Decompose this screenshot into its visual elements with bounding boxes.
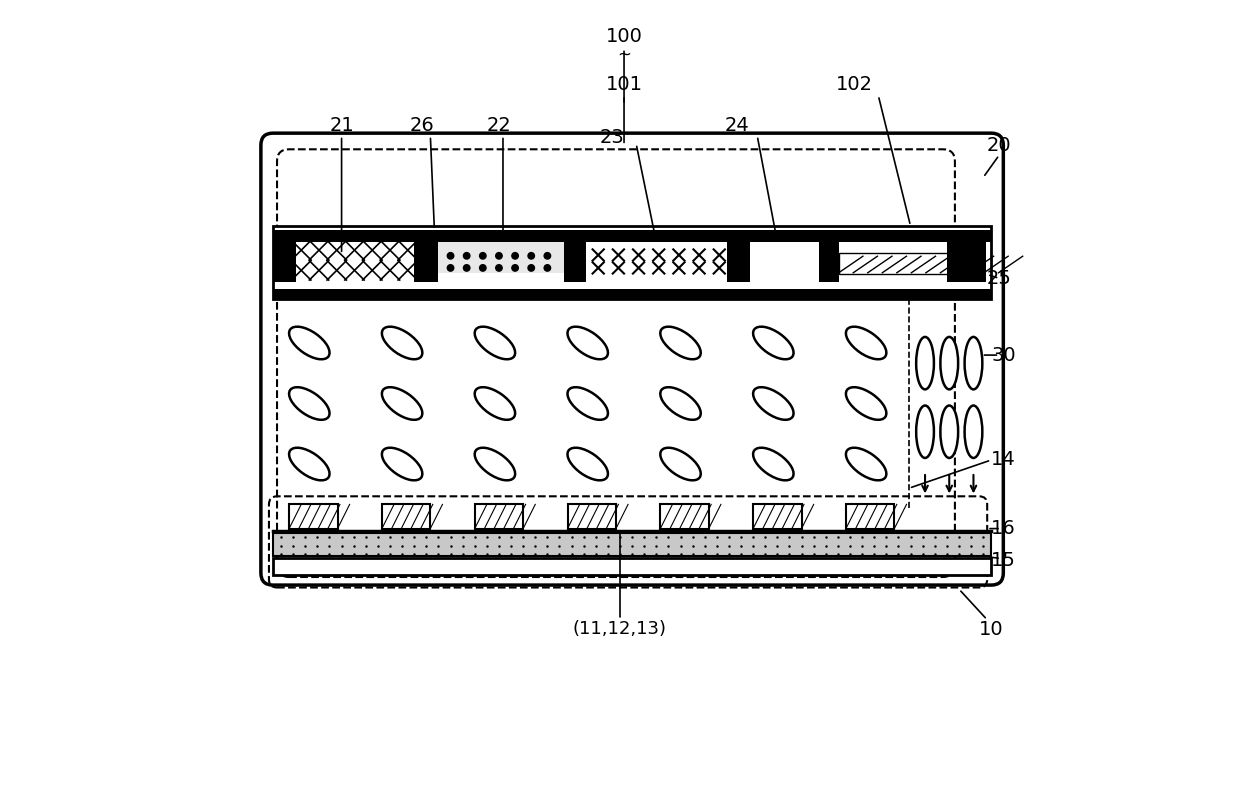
Ellipse shape xyxy=(753,387,794,420)
Ellipse shape xyxy=(846,448,887,480)
Bar xyxy=(475,504,523,529)
Circle shape xyxy=(480,265,486,271)
Bar xyxy=(273,242,295,282)
Circle shape xyxy=(448,253,454,259)
Ellipse shape xyxy=(916,337,934,390)
Bar xyxy=(818,242,838,282)
Ellipse shape xyxy=(753,327,794,359)
Bar xyxy=(838,253,980,274)
Text: 25: 25 xyxy=(987,269,1012,288)
Text: (11,12,13): (11,12,13) xyxy=(573,621,667,638)
Bar xyxy=(293,242,414,273)
Ellipse shape xyxy=(965,405,982,458)
Bar xyxy=(587,242,728,273)
Ellipse shape xyxy=(289,387,330,420)
Circle shape xyxy=(480,253,486,259)
Ellipse shape xyxy=(382,387,423,420)
Text: 10: 10 xyxy=(978,620,1003,639)
Circle shape xyxy=(544,265,551,271)
Bar xyxy=(289,504,337,529)
Text: ~: ~ xyxy=(618,45,631,63)
Circle shape xyxy=(544,253,551,259)
Bar xyxy=(846,504,894,529)
Bar xyxy=(273,230,991,242)
Text: 15: 15 xyxy=(991,551,1016,571)
Bar xyxy=(753,504,801,529)
Bar xyxy=(273,289,991,299)
Ellipse shape xyxy=(660,387,701,420)
Ellipse shape xyxy=(846,327,887,359)
Ellipse shape xyxy=(846,387,887,420)
Text: 24: 24 xyxy=(724,115,749,135)
Circle shape xyxy=(448,265,454,271)
Bar xyxy=(728,242,750,282)
Bar xyxy=(382,504,430,529)
Text: 102: 102 xyxy=(836,75,873,94)
Text: 101: 101 xyxy=(605,75,642,94)
Text: 22: 22 xyxy=(486,115,511,135)
Circle shape xyxy=(496,265,502,271)
Text: 30: 30 xyxy=(991,345,1016,365)
Circle shape xyxy=(464,253,470,259)
Ellipse shape xyxy=(660,327,701,359)
Ellipse shape xyxy=(916,405,934,458)
Ellipse shape xyxy=(753,448,794,480)
Circle shape xyxy=(512,253,518,259)
Ellipse shape xyxy=(568,387,608,420)
Bar xyxy=(273,533,991,556)
Ellipse shape xyxy=(289,448,330,480)
Ellipse shape xyxy=(475,387,515,420)
Ellipse shape xyxy=(289,327,330,359)
Text: 16: 16 xyxy=(991,519,1016,538)
Text: 14: 14 xyxy=(991,450,1016,470)
Circle shape xyxy=(496,253,502,259)
Circle shape xyxy=(528,253,534,259)
Circle shape xyxy=(464,265,470,271)
Bar xyxy=(563,242,587,282)
Ellipse shape xyxy=(475,448,515,480)
Circle shape xyxy=(528,265,534,271)
Bar xyxy=(750,242,818,273)
Bar xyxy=(661,504,709,529)
Ellipse shape xyxy=(940,405,959,458)
Bar xyxy=(439,242,563,273)
Text: 100: 100 xyxy=(605,27,642,46)
Bar xyxy=(568,504,616,529)
Bar xyxy=(273,226,991,299)
Bar xyxy=(947,242,986,282)
Ellipse shape xyxy=(475,327,515,359)
Text: 26: 26 xyxy=(410,115,435,135)
Ellipse shape xyxy=(568,448,608,480)
Ellipse shape xyxy=(940,337,959,390)
Ellipse shape xyxy=(568,327,608,359)
Ellipse shape xyxy=(382,448,423,480)
Ellipse shape xyxy=(660,448,701,480)
Bar xyxy=(414,242,439,282)
Text: 20: 20 xyxy=(987,136,1012,155)
Bar xyxy=(838,247,980,273)
Ellipse shape xyxy=(382,327,423,359)
Bar xyxy=(273,558,991,575)
Ellipse shape xyxy=(965,337,982,390)
Text: 23: 23 xyxy=(600,128,624,147)
Text: 21: 21 xyxy=(329,115,353,135)
Circle shape xyxy=(512,265,518,271)
